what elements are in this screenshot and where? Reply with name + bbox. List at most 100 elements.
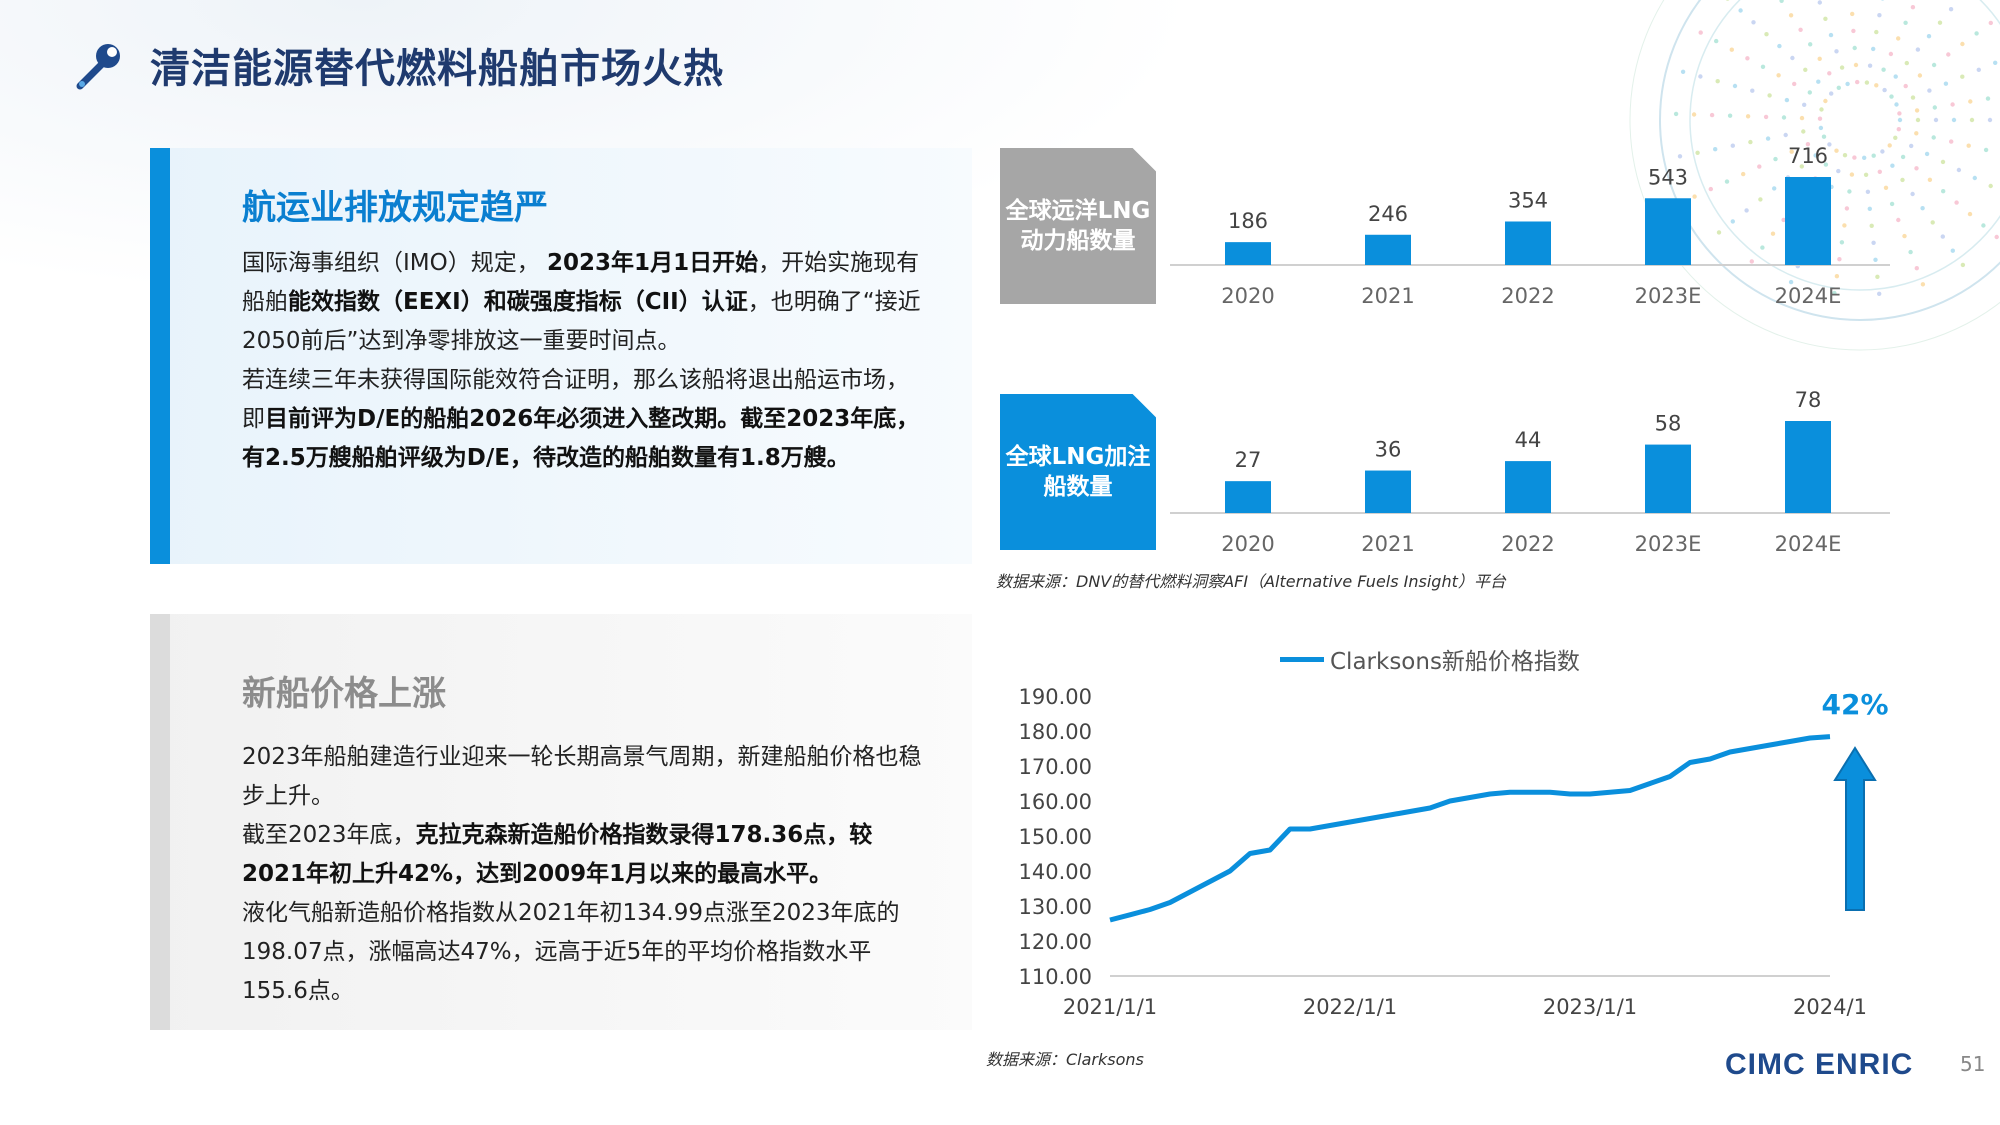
globe-dot [1842, 153, 1848, 158]
globe-dot [1760, 64, 1766, 69]
x-tick-label: 2022/1/1 [1303, 995, 1397, 1019]
globe-dot [1773, 156, 1778, 162]
globe-dot [1930, 220, 1935, 225]
globe-dot [1738, 8, 1743, 13]
globe-dot [1803, 67, 1808, 72]
globe-dot [1765, 136, 1771, 141]
globe-dot [1799, 164, 1804, 169]
globe-dot [1902, 233, 1907, 239]
globe-dot [1828, 32, 1834, 38]
globe-dot [1874, 83, 1879, 88]
globe-dot [1871, 153, 1876, 158]
series-line [1109, 734, 1831, 923]
globe-dot [1920, 206, 1925, 211]
globe-dot [1914, 131, 1919, 136]
globe-dot [1864, 80, 1870, 85]
globe-dot [1779, 0, 1784, 3]
bar-value-label: 58 [1655, 412, 1682, 436]
y-tick-label: 170.00 [1019, 755, 1092, 779]
category-label: 2023E [1635, 284, 1702, 308]
globe-dot [1802, 102, 1807, 107]
globe-dot [1781, 115, 1787, 120]
globe-dot [1889, 94, 1894, 99]
accent-bar [150, 614, 170, 1030]
globe-dot [1949, 139, 1954, 144]
globe-dot [1821, 134, 1827, 139]
globe-dot [1946, 52, 1951, 57]
globe-dot [1823, 162, 1829, 167]
category-label: 2020 [1221, 284, 1274, 308]
category-label: 2022 [1501, 532, 1554, 556]
globe-dot [1818, 125, 1824, 131]
bold-text: 2023年1月1日开始 [547, 250, 759, 276]
globe-dot [1932, 105, 1937, 110]
globe-dot [1849, 172, 1855, 177]
globe-dot [1954, 200, 1959, 205]
globe-dot [1867, 63, 1873, 68]
globe-dot [1967, 211, 1973, 217]
globe-dot [1927, 88, 1932, 93]
globe-dot [1956, 167, 1962, 173]
bar-value-label: 186 [1228, 209, 1268, 233]
page-number: 51 [1960, 1052, 1986, 1076]
globe-dot [1871, 46, 1876, 52]
globe-dot [1709, 112, 1715, 118]
emission-rules-panel: 航运业排放规定趋严 国际海事组织（IMO）规定， 2023年1月1日开始，开始实… [150, 148, 972, 564]
globe-dot [1798, 27, 1803, 32]
globe-dot [1960, 262, 1966, 268]
globe-dot [1808, 42, 1813, 47]
globe-dot [1983, 147, 1989, 153]
y-tick-label: 110.00 [1019, 965, 1092, 989]
globe-dot [1882, 87, 1887, 93]
y-tick-label: 160.00 [1019, 790, 1092, 814]
globe-dot [1915, 117, 1921, 123]
ship-price-panel: 新船价格上涨 2023年船舶建造行业迎来一轮长期高景气周期，新建船舶价格也稳步上… [150, 614, 972, 1030]
category-label: 2021 [1361, 284, 1414, 308]
globe-dot [1770, 231, 1776, 236]
globe-dot [1897, 117, 1903, 123]
text-run: 2023年船舶建造行业迎来一轮长期高景气周期，新建船舶价格也稳步上升。 [242, 744, 922, 809]
globe-dot [1763, 114, 1769, 120]
globe-dot [1920, 282, 1926, 287]
globe-dot [1852, 155, 1857, 160]
globe-dot [1875, 274, 1880, 279]
globe-dot [1790, 55, 1795, 61]
growth-annotation: 42% [1821, 688, 1888, 721]
globe-dot [1855, 79, 1860, 85]
globe-dot [1941, 189, 1946, 194]
bar [1225, 481, 1271, 513]
text-run: 若连续三年未获得国际能效符合证明，那么该船将退出船运市场，即 [242, 367, 909, 432]
bar [1645, 198, 1691, 265]
globe-dot [1813, 153, 1818, 158]
globe-dot [1931, 62, 1937, 68]
bar [1785, 421, 1831, 513]
chart-label-lng-ships: 全球远洋LNG动力船数量 [1000, 148, 1156, 304]
x-tick-label: 2024/1 [1793, 995, 1867, 1019]
globe-dot [1896, 217, 1901, 223]
source-note-dnv: 数据来源：DNV的替代燃料洞察AFI（Alternative Fuels Ins… [996, 572, 1506, 591]
globe-dot [1910, 191, 1915, 197]
bar [1505, 221, 1551, 265]
globe-dot [1836, 168, 1841, 174]
globe-dot [1789, 149, 1794, 154]
globe-dot [1776, 73, 1781, 78]
globe-dot [1987, 117, 1993, 123]
text-run: ，开始实施现有船舶 [242, 250, 920, 315]
globe-dot [1960, 74, 1965, 79]
up-arrow-icon [1833, 746, 1877, 911]
paragraph: 国际海事组织（IMO）规定， 2023年1月1日开始，开始实施现有船舶能效指数（… [242, 244, 922, 361]
globe-dot [1730, 219, 1735, 224]
category-label: 2023E [1635, 532, 1702, 556]
globe-dot [1692, 194, 1697, 199]
globe-dot [1910, 95, 1916, 100]
globe-dot [1767, 93, 1772, 98]
globe-dot [1805, 142, 1811, 147]
globe-dot [1781, 217, 1786, 223]
globe-dot [1950, 248, 1955, 253]
bar [1645, 444, 1691, 513]
globe-dot [1950, 102, 1955, 107]
globe-dot [1745, 114, 1751, 119]
globe-dot [1893, 135, 1898, 140]
globe-dot [1910, 5, 1916, 10]
globe-dot [1832, 290, 1837, 296]
